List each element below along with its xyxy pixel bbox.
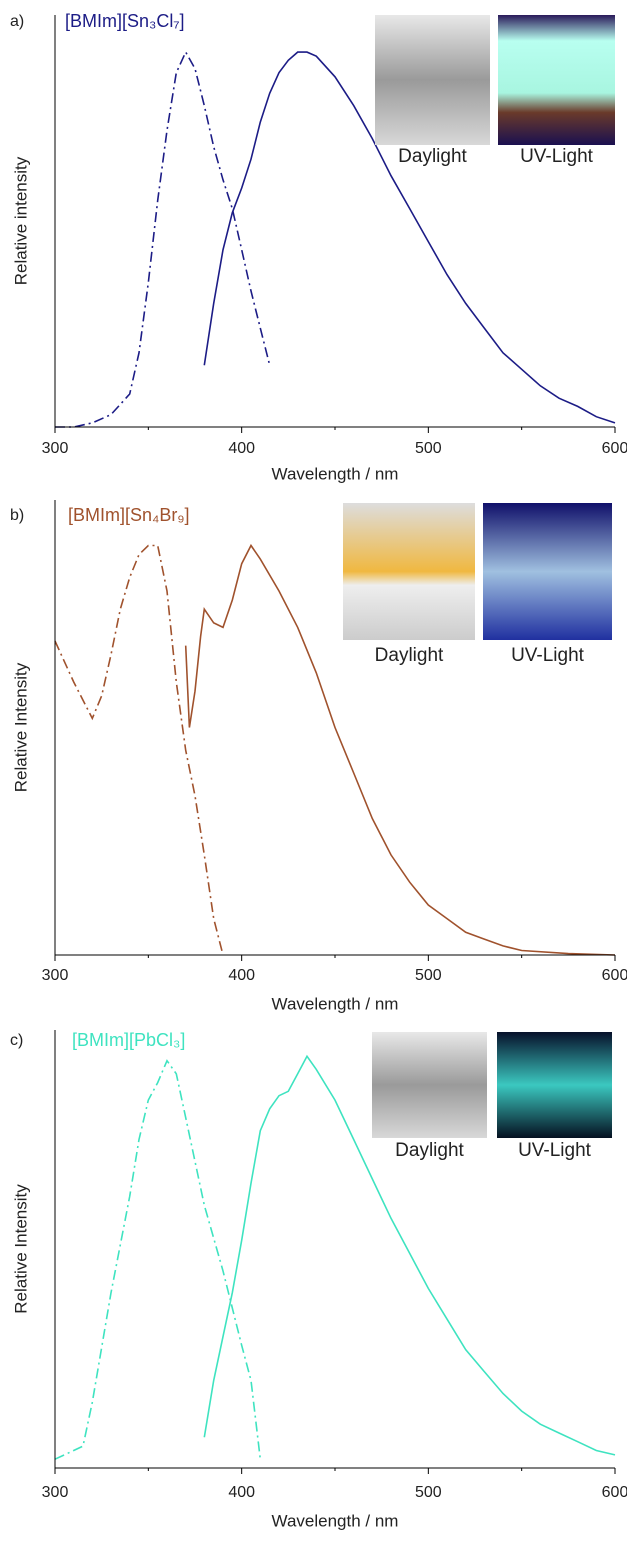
x-tick-label: 400 bbox=[228, 1484, 255, 1501]
inset-photo bbox=[343, 503, 475, 640]
chart-title: [BMIm][Sn₃Cl₇] bbox=[65, 11, 185, 31]
inset-caption: UV-Light bbox=[520, 146, 594, 167]
y-axis-title: Relative Intensity bbox=[11, 662, 30, 792]
inset-caption: Daylight bbox=[375, 645, 444, 666]
x-axis-title: Wavelength / nm bbox=[272, 994, 399, 1013]
inset-caption: UV-Light bbox=[518, 1140, 592, 1161]
x-tick-label: 400 bbox=[228, 440, 255, 457]
panel-label: c) bbox=[10, 1032, 23, 1049]
x-tick-label: 300 bbox=[42, 967, 69, 984]
inset-caption: Daylight bbox=[395, 1140, 464, 1161]
inset-caption: UV-Light bbox=[511, 645, 585, 666]
x-tick-label: 600 bbox=[602, 967, 627, 984]
y-axis-title: Relative Intensity bbox=[11, 1184, 30, 1314]
panel-label: a) bbox=[10, 13, 24, 30]
x-tick-label: 600 bbox=[602, 440, 627, 457]
inset-caption: Daylight bbox=[398, 146, 467, 167]
x-tick-label: 300 bbox=[42, 1484, 69, 1501]
figure: 300 400 500 600 Wavelength / nm Relative inte… bbox=[0, 0, 627, 1545]
x-tick-label: 600 bbox=[602, 1484, 627, 1501]
chart-title: [BMIm][Sn₄Br₉] bbox=[68, 505, 190, 525]
x-tick-label: 500 bbox=[415, 440, 442, 457]
chart-title: [BMIm][PbCl₃] bbox=[72, 1030, 185, 1050]
inset-photo bbox=[497, 1032, 612, 1138]
x-tick-label: 500 bbox=[415, 1484, 442, 1501]
x-tick-label: 400 bbox=[228, 967, 255, 984]
x-tick-label: 300 bbox=[42, 440, 69, 457]
inset-photo bbox=[498, 15, 615, 145]
y-axis-title: Relative intensity bbox=[11, 156, 30, 285]
x-axis-title: Wavelength / nm bbox=[272, 464, 399, 483]
spectrum-line bbox=[55, 1061, 260, 1460]
x-axis-title: Wavelength / nm bbox=[272, 1511, 399, 1530]
inset-photo bbox=[375, 15, 490, 145]
inset-photo bbox=[372, 1032, 487, 1138]
inset-photo bbox=[483, 503, 612, 640]
x-tick-label: 500 bbox=[415, 967, 442, 984]
panel-label: b) bbox=[10, 507, 24, 524]
spectrum-line bbox=[55, 546, 223, 956]
spectrum-line bbox=[55, 52, 270, 427]
